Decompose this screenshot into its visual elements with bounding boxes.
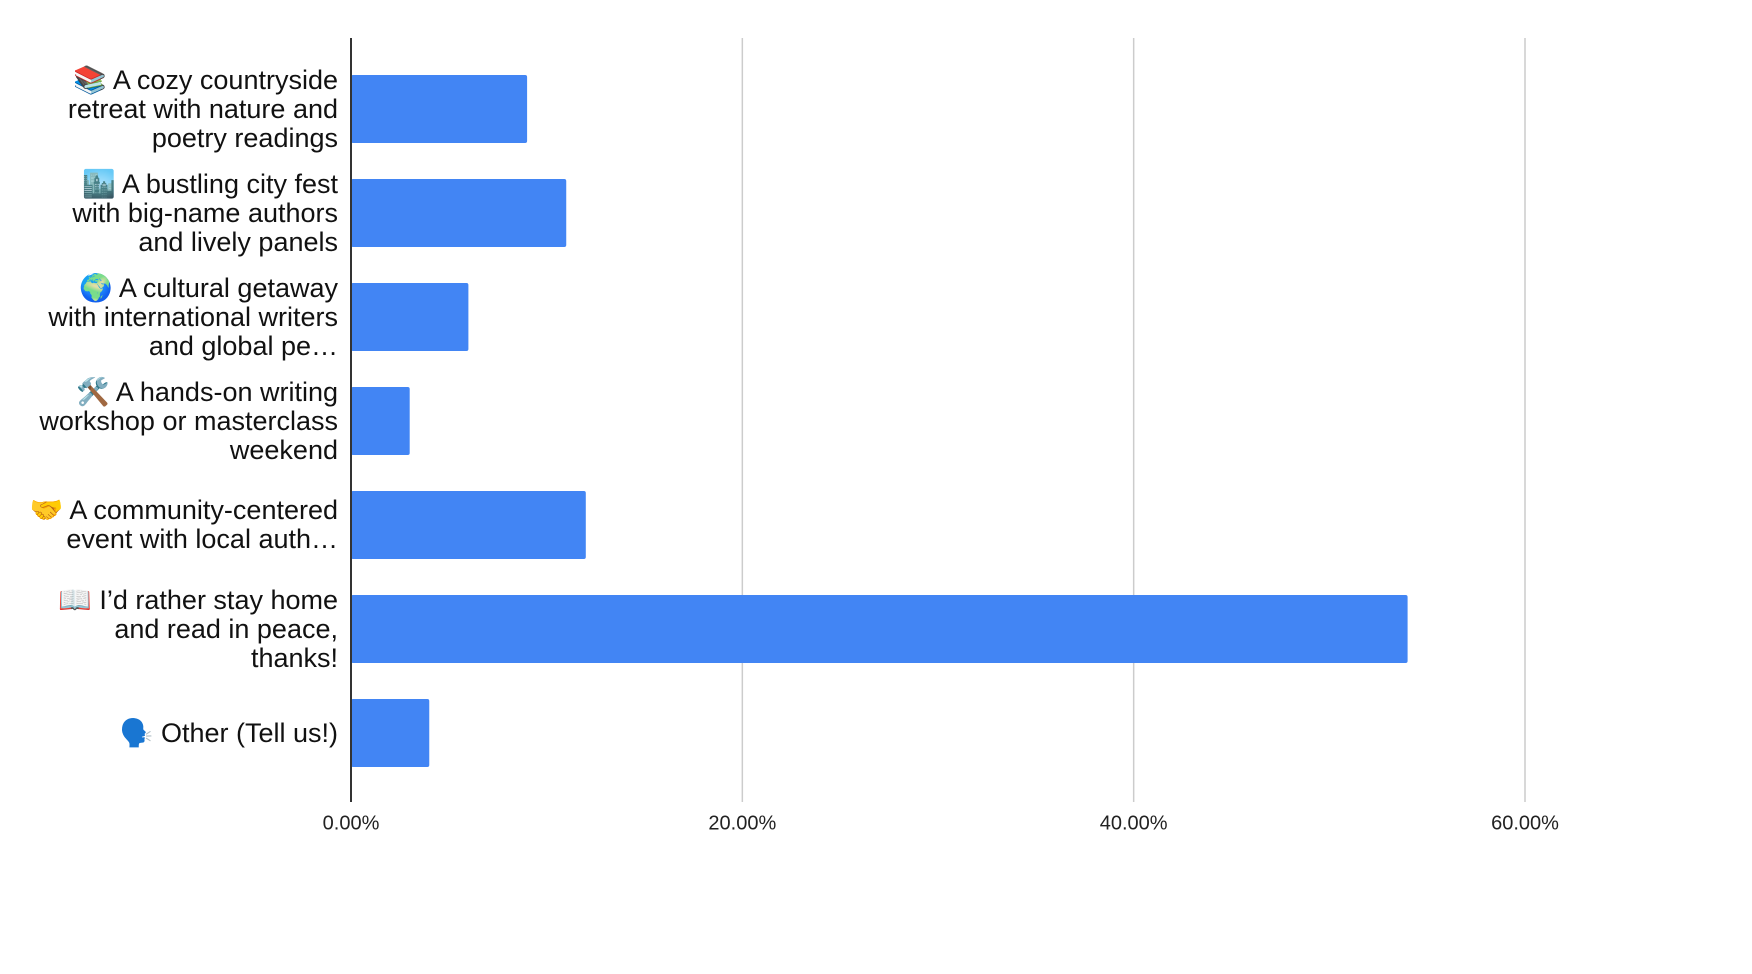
y-tick-label: 📚 A cozy countryside retreat with nature… <box>67 64 338 153</box>
y-tick-label: 🗣️ Other (Tell us!) <box>119 717 338 748</box>
y-tick-label: 🛠️ A hands-on writing workshop or master… <box>39 376 338 465</box>
bar <box>351 491 586 559</box>
y-tick-label: 🌍 A cultural getaway with international … <box>48 272 338 361</box>
x-tick-label: 0.00% <box>323 812 380 834</box>
y-tick-label: 🏙️ A bustling city fest with big-name au… <box>72 168 338 257</box>
y-tick-label: 🤝 A community-centered event with local … <box>29 495 338 554</box>
bar <box>351 387 410 455</box>
x-tick-label: 40.00% <box>1100 812 1168 834</box>
bar <box>351 283 469 351</box>
y-tick-label: 📖 I’d rather stay home and read in peace… <box>58 584 338 673</box>
bar <box>351 699 430 767</box>
bar <box>351 595 1408 663</box>
x-tick-label: 20.00% <box>708 812 776 834</box>
bar <box>351 75 528 143</box>
bar <box>351 179 567 247</box>
x-tick-label: 60.00% <box>1491 812 1559 834</box>
